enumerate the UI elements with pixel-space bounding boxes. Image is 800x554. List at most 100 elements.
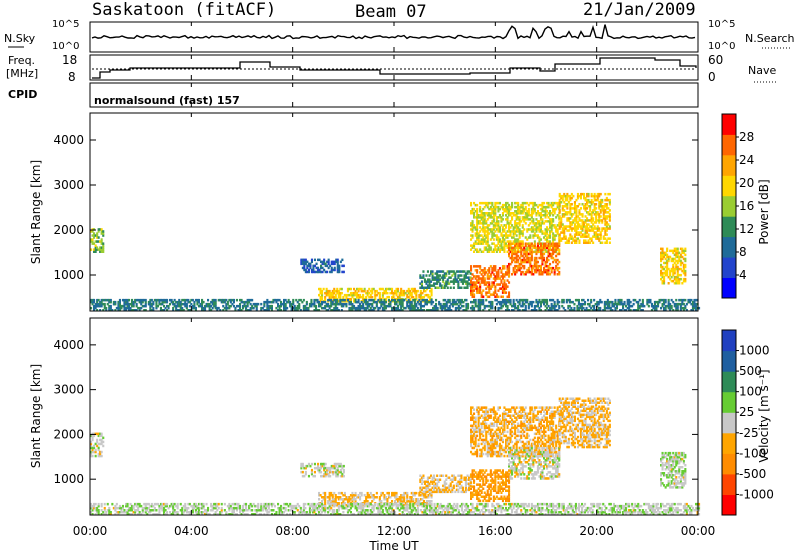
range-cell — [500, 306, 503, 310]
range-cell — [418, 500, 421, 503]
range-cell — [473, 214, 476, 217]
range-cell — [521, 264, 524, 268]
range-cell — [583, 221, 586, 224]
range-cell — [660, 255, 663, 259]
range-cell — [535, 250, 538, 254]
range-cell — [549, 218, 552, 221]
range-cell — [321, 462, 324, 466]
range-cell — [483, 410, 486, 413]
range-cell — [575, 205, 578, 208]
range-cell — [576, 231, 579, 234]
range-cell — [581, 302, 584, 306]
range-cell — [488, 214, 491, 217]
range-cell — [100, 302, 103, 306]
range-cell — [497, 487, 500, 490]
range-cell — [336, 260, 339, 264]
range-cell — [488, 267, 491, 270]
range-cell — [628, 298, 631, 302]
range-cell — [647, 304, 650, 308]
range-cell — [527, 248, 530, 251]
range-cell — [483, 416, 486, 419]
range-cell — [439, 304, 442, 308]
range-cell — [476, 495, 479, 498]
range-cell — [663, 255, 666, 259]
range-cell — [410, 498, 413, 501]
range-cell — [445, 274, 448, 277]
range-cell — [384, 304, 387, 308]
range-cell — [682, 277, 685, 281]
range-cell — [387, 295, 390, 299]
range-cell — [581, 233, 584, 236]
range-cell — [495, 293, 498, 296]
range-cell — [497, 205, 500, 209]
range-cell — [359, 309, 362, 312]
range-cell — [471, 438, 474, 442]
range-cell — [401, 502, 404, 505]
range-cell — [552, 246, 555, 250]
range-cell — [401, 289, 404, 293]
range-cell — [543, 270, 546, 274]
range-cell — [685, 302, 688, 306]
range-cell — [494, 210, 497, 213]
range-cell — [290, 306, 293, 310]
range-cell — [608, 203, 611, 206]
range-cell — [503, 475, 506, 478]
range-cell — [676, 282, 679, 285]
range-cell — [443, 274, 446, 277]
range-cell — [339, 474, 342, 478]
range-cell — [179, 309, 182, 312]
range-cell — [498, 306, 501, 310]
range-cell — [498, 485, 501, 488]
range-cell — [394, 291, 397, 295]
range-cell — [443, 272, 446, 275]
range-cell — [458, 474, 461, 477]
range-cell — [332, 260, 335, 264]
range-cell — [454, 274, 457, 277]
range-cell — [553, 258, 556, 262]
range-cell — [336, 502, 339, 505]
range-cell — [348, 496, 351, 499]
range-cell — [500, 300, 503, 304]
range-cell — [514, 226, 517, 229]
range-cell — [476, 236, 479, 239]
range-cell — [318, 268, 321, 272]
range-cell — [497, 295, 500, 298]
range-cell — [485, 434, 488, 438]
range-cell — [348, 297, 351, 301]
noise-left-tick-bottom: 10^0 — [52, 41, 79, 52]
range-cell — [655, 309, 658, 312]
range-cell — [679, 255, 682, 259]
range-cell — [255, 309, 258, 312]
range-cell — [431, 490, 434, 494]
range-cell — [601, 198, 604, 202]
range-cell — [427, 496, 430, 499]
range-cell — [544, 260, 547, 264]
range-cell — [506, 497, 509, 500]
range-cell — [401, 500, 404, 503]
velocity-data-cells — [90, 397, 701, 516]
range-cell — [555, 248, 558, 252]
range-cell — [664, 300, 667, 304]
range-cell — [491, 216, 494, 219]
range-cell — [360, 491, 363, 495]
range-cell — [573, 233, 576, 236]
range-cell — [603, 300, 606, 304]
range-cell — [173, 304, 176, 308]
range-cell — [437, 270, 440, 273]
range-cell — [111, 309, 114, 312]
range-cell — [310, 298, 313, 302]
range-cell — [494, 469, 497, 472]
range-cell — [366, 306, 369, 310]
range-cell — [564, 203, 567, 206]
range-cell — [497, 271, 500, 274]
range-cell — [465, 304, 468, 308]
range-cell — [304, 466, 307, 470]
range-cell — [552, 203, 555, 207]
range-cell — [508, 228, 511, 231]
range-cell — [141, 298, 144, 302]
range-cell — [521, 248, 524, 252]
range-cell — [477, 250, 480, 253]
range-cell — [539, 309, 542, 312]
range-cell — [527, 246, 530, 249]
range-cell — [368, 302, 371, 306]
